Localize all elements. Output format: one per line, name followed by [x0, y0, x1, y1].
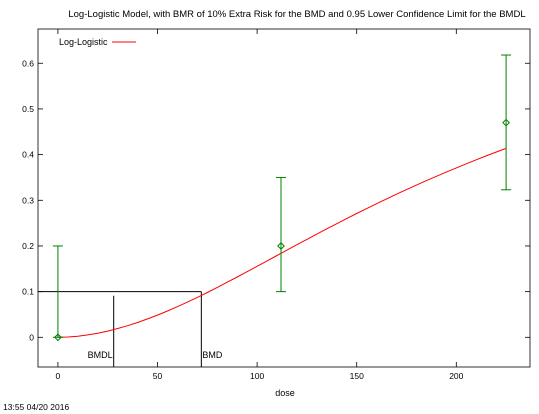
y-axis-ticks: 0 0.1 0.2 0.3 0.4 0.5 0.6	[22, 58, 530, 342]
observed-point	[54, 333, 62, 342]
bmdl-label: BMDL	[88, 350, 113, 360]
y-tick-label: 0	[29, 332, 34, 342]
x-tick-label: 100	[250, 371, 264, 381]
model-curve-line	[57, 147, 507, 338]
legend-entry-label: Log-Logistic	[59, 37, 108, 47]
x-tick-label: 50	[153, 371, 163, 381]
observed-point	[277, 242, 285, 250]
observed-point	[502, 118, 511, 127]
bmd-label: BMD	[202, 350, 223, 360]
plot-frame	[37, 28, 531, 368]
y-tick-label: 0.6	[22, 58, 34, 68]
timestamp: 13:55 04/20 2016	[3, 402, 69, 412]
x-tick-label: 150	[350, 371, 364, 381]
x-axis-ticks: 0 50 100 150 200	[56, 29, 464, 381]
y-tick-label: 0.3	[22, 195, 34, 205]
x-tick-label: 0	[56, 371, 61, 381]
bmd-reference-lines	[38, 291, 202, 367]
y-tick-label: 0.5	[22, 104, 34, 114]
y-tick-label: 0.1	[22, 287, 34, 297]
legend: Log-Logistic	[59, 37, 136, 47]
x-axis-label: dose	[275, 388, 295, 398]
observed-data	[52, 54, 512, 342]
chart-title: Log-Logistic Model, with BMR of 10% Extr…	[68, 9, 525, 20]
y-tick-label: 0.4	[22, 150, 34, 160]
x-tick-label: 200	[449, 371, 463, 381]
y-tick-label: 0.2	[22, 241, 34, 251]
